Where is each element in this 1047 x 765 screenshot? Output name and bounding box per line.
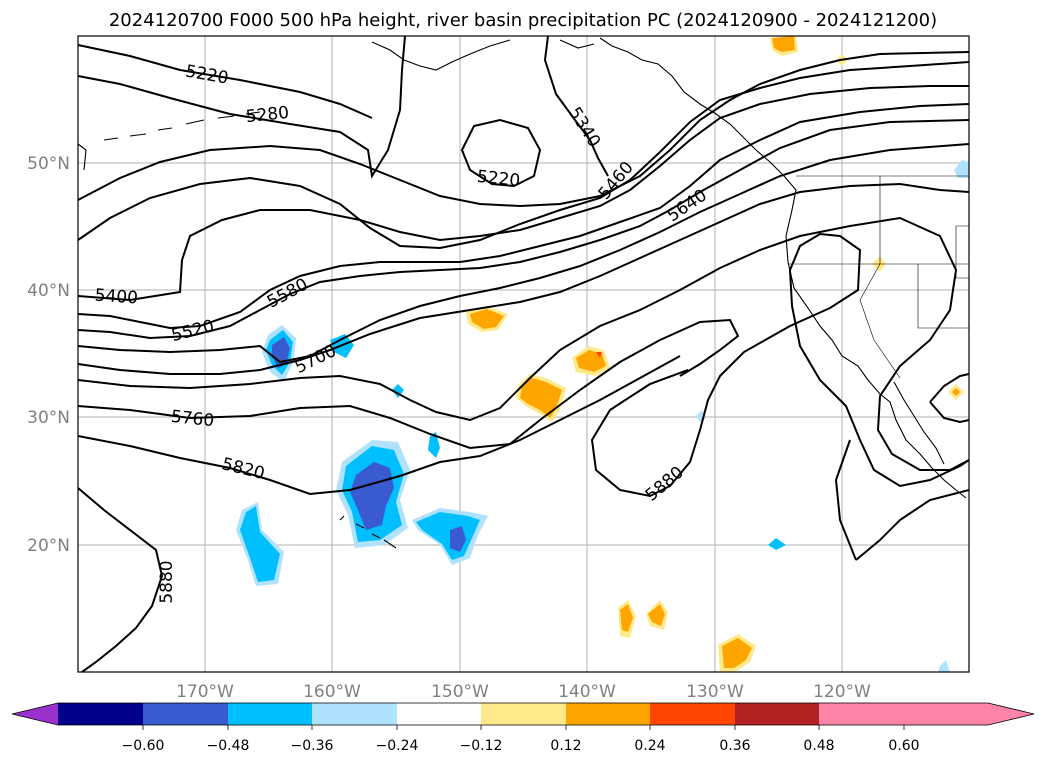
colorbar-segment	[312, 703, 397, 725]
lon-label-120w: 120°W	[813, 682, 871, 702]
lon-label-140w: 140°W	[558, 682, 616, 702]
aleutian-islands	[103, 111, 261, 141]
colorbar-segment	[58, 703, 143, 725]
pos-blob-e-mid	[620, 604, 633, 632]
coastlines	[77, 37, 967, 549]
pos-blob-c-core	[596, 352, 602, 358]
colorbar-tick-label: 0.12	[550, 738, 581, 754]
colorbar-tick-label: 0.60	[888, 738, 919, 754]
state-border-d	[955, 225, 969, 279]
map-frame	[77, 35, 970, 673]
pos-blob-b-mid	[520, 378, 562, 418]
neg-blob-g	[392, 384, 404, 398]
colorbar-tick-label: −0.48	[207, 738, 250, 754]
positive-anomalies	[466, 36, 964, 672]
lon-label-170w: 170°W	[176, 682, 234, 702]
colorbar-tick-label: 0.48	[803, 738, 834, 754]
colorbar-segment	[228, 703, 312, 725]
colorbar-segment	[143, 703, 228, 725]
colorbar-tick-label: −0.12	[460, 738, 503, 754]
baja-coastline	[893, 381, 945, 465]
map-panel: 5220 5280 5340 5220 5460 5640 5400 5580 …	[77, 35, 970, 673]
neg-blob-k	[938, 660, 950, 672]
lat-label-40n: 40°N	[27, 281, 70, 301]
contour-5880-small	[929, 373, 970, 424]
colorbar-segment	[650, 703, 735, 725]
pos-blob-a-mid	[470, 309, 504, 329]
alaska-gulf-coast	[559, 39, 595, 49]
neg-blob-d-mid	[416, 512, 480, 560]
neg-blob-h	[768, 538, 786, 550]
colorbar-outline	[11, 702, 1035, 726]
neg-blob-e-mid	[240, 506, 280, 582]
colorbar-segment	[904, 703, 988, 725]
contour-5460	[77, 61, 970, 250]
na-coastline	[599, 37, 967, 499]
contour-5220-low	[460, 118, 542, 188]
contour-5820	[77, 355, 681, 496]
colorbar-extend-high	[988, 703, 1034, 725]
contour-5220-north	[77, 44, 373, 119]
neg-blob-d-core	[450, 526, 466, 552]
neg-blob-c-core	[350, 462, 394, 530]
contour-5400-north	[77, 51, 970, 208]
latitude-labels: 50°N 40°N 30°N 20°N	[27, 154, 70, 556]
pos-blob-j-mid	[952, 388, 960, 396]
kamchatka-coast	[77, 143, 87, 171]
colorbar-segment	[397, 703, 481, 725]
contour-5700	[77, 182, 970, 375]
state-border-b	[879, 176, 969, 329]
colorbar-extend-low	[12, 703, 58, 725]
alaska-south-coast	[371, 39, 511, 71]
borders	[788, 175, 969, 379]
height-contours	[77, 35, 970, 673]
contour-5520	[77, 103, 970, 330]
contour-5880-east	[590, 232, 970, 498]
pos-blob-f-mid	[648, 604, 665, 626]
contour-label-5280: 5280	[245, 103, 290, 127]
contour-5640	[77, 143, 970, 364]
lat-label-20n: 20°N	[27, 536, 70, 556]
lon-label-150w: 150°W	[431, 682, 489, 702]
contour-label-5760: 5760	[170, 407, 215, 431]
neg-blob-j	[954, 160, 969, 178]
pos-blob-g-mid	[722, 638, 752, 668]
state-border-c	[859, 263, 901, 379]
colorbar-segment	[566, 703, 650, 725]
contour-5820-east	[834, 439, 970, 561]
figure-title: 2024120700 F000 500 hPa height, river ba…	[109, 10, 937, 31]
colorbar-segment	[735, 703, 819, 725]
colorbar-segment	[481, 703, 566, 725]
contour-5760	[77, 318, 740, 450]
colorbar-tick-label: 0.24	[634, 738, 665, 754]
contour-5580	[77, 119, 970, 340]
hawaii-islands	[339, 515, 397, 549]
contour-5280	[77, 35, 406, 179]
neg-blob-f	[428, 432, 440, 458]
contour-5760-outer	[77, 216, 970, 471]
contour-5880-west	[77, 487, 164, 673]
colorbar-segment	[819, 703, 904, 725]
contour-label-5880-west: 5880	[157, 560, 177, 603]
colorbar: −0.60 −0.48 −0.36 −0.24 −0.12 0.12 0.24 …	[11, 702, 1035, 754]
colorbar-tick-label: −0.36	[291, 738, 334, 754]
lat-label-30n: 30°N	[27, 408, 70, 428]
contour-5340	[543, 35, 609, 177]
colorbar-tick-label: −0.60	[122, 738, 165, 754]
lon-label-130w: 130°W	[686, 682, 744, 702]
colorbar-ticks	[142, 725, 905, 730]
colorbar-tick-label: 0.36	[719, 738, 750, 754]
pos-blob-d-mid	[772, 36, 795, 52]
longitude-labels: 170°W 160°W 150°W 140°W 130°W 120°W	[176, 682, 871, 702]
lat-label-50n: 50°N	[27, 154, 70, 174]
contour-label-5220-low: 5220	[476, 167, 521, 191]
map-background	[78, 36, 969, 672]
colorbar-tick-label: −0.24	[376, 738, 419, 754]
contour-5400	[77, 85, 969, 302]
lon-label-160w: 160°W	[303, 682, 361, 702]
contour-label-5400: 5400	[94, 286, 139, 309]
